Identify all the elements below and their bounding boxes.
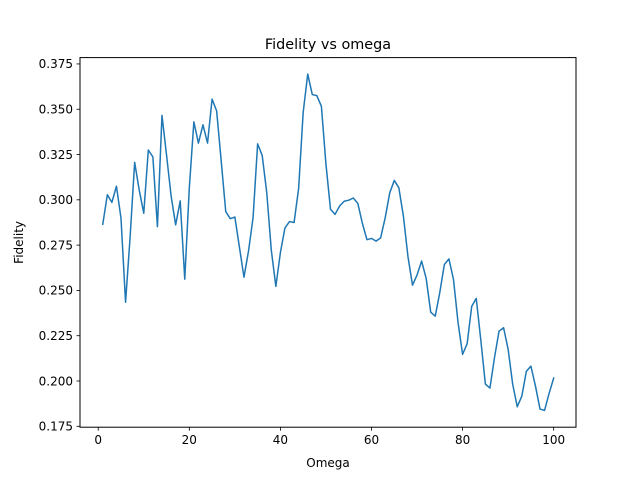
y-tick-label: 0.200 [39, 374, 73, 388]
y-tick-label: 0.225 [39, 329, 73, 343]
plot-area [80, 57, 576, 428]
x-tick-label: 20 [182, 433, 197, 447]
x-axis-title: Omega [306, 456, 350, 470]
x-axis-ticks: 0 20 40 60 80 100 [94, 427, 565, 447]
x-tick-label: 0 [94, 433, 102, 447]
y-tick-label: 0.325 [39, 148, 73, 162]
y-tick-label: 0.350 [39, 103, 73, 117]
chart-title: Fidelity vs omega [265, 37, 391, 53]
x-tick-label: 80 [455, 433, 470, 447]
plot-frame [79, 57, 577, 428]
y-axis-title: Fidelity [12, 221, 26, 264]
x-tick-label: 40 [273, 433, 288, 447]
x-tick-label: 60 [364, 433, 379, 447]
y-tick-label: 0.175 [39, 420, 73, 434]
y-axis-ticks: 0.175 0.200 0.225 0.250 0.275 0.300 0.325 0.350… [39, 57, 80, 434]
y-tick-label: 0.250 [39, 284, 73, 298]
series-layer [101, 73, 555, 412]
x-tick-label: 100 [542, 433, 565, 447]
y-tick-label: 0.375 [39, 57, 73, 71]
series-line [101, 73, 555, 412]
y-tick-label: 0.275 [39, 238, 73, 252]
y-tick-label: 0.300 [39, 193, 73, 207]
